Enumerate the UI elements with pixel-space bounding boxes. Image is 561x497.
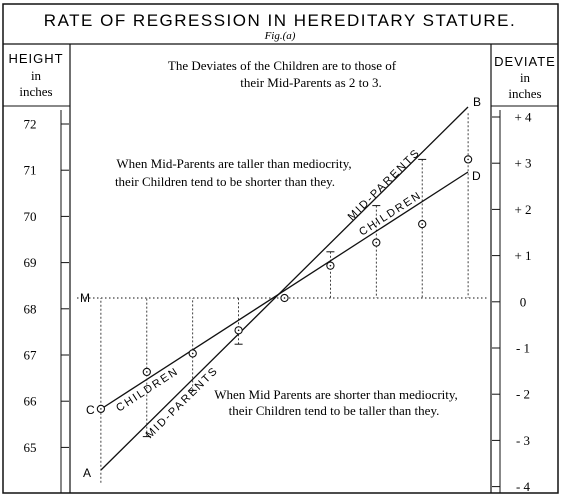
deviate-tick-label: - 4 — [516, 479, 531, 494]
data-points — [96, 155, 473, 414]
children-point-center — [100, 408, 102, 410]
deviate-tick-label: + 4 — [514, 110, 532, 125]
page-title: RATE OF REGRESSION IN HEREDITARY STATURE… — [44, 11, 516, 30]
point-a-label: A — [83, 466, 91, 480]
mid-parents-line — [100, 106, 469, 471]
deviate-sub-inches: inches — [508, 86, 541, 101]
height-tick-label: 72 — [24, 117, 37, 132]
deviate-tick-label: - 1 — [516, 341, 530, 356]
deviate-tick-label: + 2 — [514, 202, 531, 217]
children-point-center — [237, 329, 240, 332]
deviate-tick-label: - 3 — [516, 433, 530, 448]
point-m-label: M — [80, 291, 90, 305]
lower-note-line1: When Mid Parents are shorter than medioc… — [214, 387, 458, 402]
height-sub-inches: inches — [19, 84, 52, 99]
deviate-axis: + 4 + 3 + 2 + 1 0 - 1 - 2 - 3 - 4 — [492, 110, 532, 494]
lower-note-line2: their Children tend to be taller than th… — [229, 403, 440, 418]
height-tick-label: 67 — [24, 348, 38, 363]
deviate-sub-in: in — [520, 70, 531, 85]
figure-label: Fig.(a) — [264, 30, 296, 42]
deviate-tick-label: + 1 — [514, 248, 531, 263]
children-point-center — [467, 158, 469, 161]
children-point-center — [329, 264, 332, 267]
deviate-drop-lines — [100, 113, 469, 483]
children-point-center — [283, 297, 286, 299]
deviate-tick-label: + 3 — [514, 156, 531, 171]
height-tick-label: 68 — [24, 301, 37, 316]
top-note-line1: The Deviates of the Children are to thos… — [168, 58, 397, 73]
children-point-center — [421, 223, 424, 225]
outer-border — [2, 3, 559, 494]
top-note-line2: their Mid-Parents as 2 to 3. — [240, 75, 382, 90]
children-point-center — [191, 352, 194, 355]
deviate-tick-label: 0 — [520, 294, 527, 309]
children-line — [100, 171, 469, 410]
height-tick-label: 69 — [24, 255, 37, 270]
mid-parents-label-lower: MID-PARENTS — [144, 364, 221, 441]
height-tick-label: 65 — [24, 440, 37, 455]
height-tick-label: 71 — [24, 163, 37, 178]
point-c-label: C — [86, 403, 95, 417]
point-d-label: D — [472, 169, 481, 183]
height-axis: 72 71 70 69 68 67 66 65 — [24, 117, 69, 455]
height-sub-in: in — [31, 68, 42, 83]
height-tick-label: 66 — [24, 394, 38, 409]
children-point-center — [375, 241, 378, 244]
height-tick-label: 70 — [24, 209, 37, 224]
upper-note-line1: When Mid-Parents are taller than mediocr… — [116, 156, 351, 171]
frame — [2, 3, 559, 494]
height-heading: HEIGHT — [8, 51, 63, 66]
deviate-heading: DEVIATE — [494, 54, 556, 69]
children-point-center — [146, 371, 148, 373]
deviate-tick-label: - 2 — [516, 387, 530, 402]
point-b-label: B — [473, 95, 481, 109]
upper-note-line2: their Children tend to be shorter than t… — [115, 174, 335, 189]
